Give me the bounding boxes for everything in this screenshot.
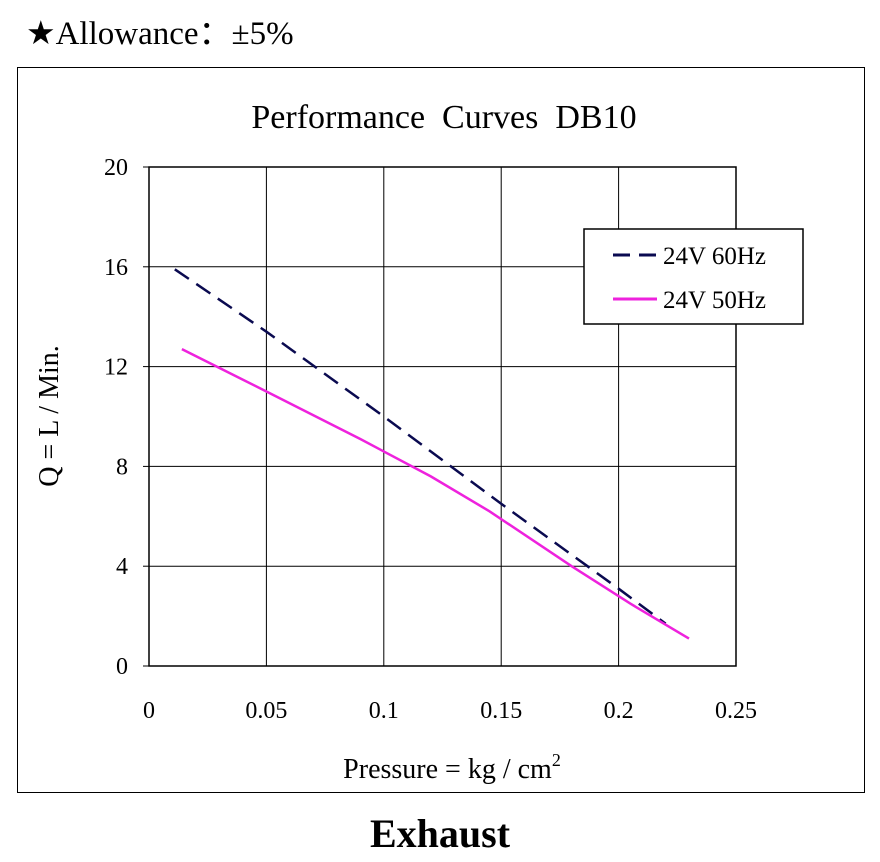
footer-label: Exhaust [369,811,511,856]
y-tick-label: 16 [104,255,128,281]
x-tick-label: 0 [143,698,155,724]
plot-area-border [148,166,737,667]
legend-label-60hz: 24V 60Hz [663,243,766,270]
x-tick-label: 0.1 [369,698,399,724]
y-tick-label: 0 [116,654,128,680]
chart-title: Performance Curves DB10 [251,99,636,136]
series-line-60hz [174,268,667,625]
y-tick-label: 12 [104,355,128,381]
allowance-note: ★Allowance：±5% [26,16,294,52]
y-tick-label: 20 [104,155,128,181]
y-tick-label: 8 [116,454,128,480]
x-tick-label: 0.15 [480,698,522,724]
x-axis-label: Pressure = kg / cm2 [343,750,561,785]
legend: 24V 60Hz 24V 50Hz [583,228,804,325]
legend-box [583,228,804,325]
series-line-50hz [181,347,690,640]
y-axis-ticks: 0 4 8 12 16 20 [104,155,149,680]
x-tick-label: 0.25 [715,698,757,724]
x-axis-ticks: 0 0.05 0.1 0.15 0.2 0.25 [143,698,757,724]
x-axis-label-superscript: 2 [552,750,561,770]
legend-label-50hz: 24V 50Hz [663,287,766,314]
y-axis-label: Q = L / Min. [34,345,65,487]
x-tick-label: 0.05 [245,698,287,724]
y-tick-label: 4 [116,554,128,580]
series-lines [174,268,690,640]
chart-frame [17,67,865,793]
x-tick-label: 0.2 [604,698,634,724]
x-axis-label-text: Pressure = kg / cm [343,754,552,785]
